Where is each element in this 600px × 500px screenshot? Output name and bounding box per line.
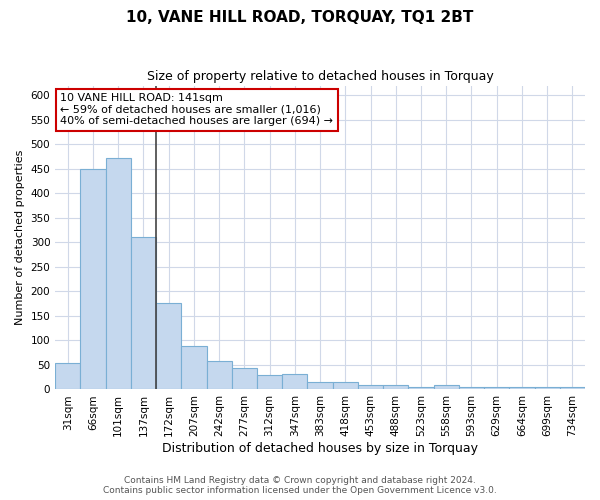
Bar bbox=[80, 169, 106, 390]
Bar bbox=[282, 374, 307, 390]
Bar bbox=[484, 388, 509, 390]
Bar bbox=[232, 368, 257, 390]
Bar bbox=[106, 158, 131, 390]
Bar bbox=[307, 382, 332, 390]
Bar bbox=[358, 384, 383, 390]
Bar bbox=[409, 386, 434, 390]
Bar bbox=[434, 385, 459, 390]
Text: 10, VANE HILL ROAD, TORQUAY, TQ1 2BT: 10, VANE HILL ROAD, TORQUAY, TQ1 2BT bbox=[127, 10, 473, 25]
Bar bbox=[535, 388, 560, 390]
Y-axis label: Number of detached properties: Number of detached properties bbox=[15, 150, 25, 325]
Bar bbox=[332, 382, 358, 390]
Bar bbox=[131, 237, 156, 390]
Bar bbox=[55, 363, 80, 390]
Text: Contains HM Land Registry data © Crown copyright and database right 2024.
Contai: Contains HM Land Registry data © Crown c… bbox=[103, 476, 497, 495]
Text: 10 VANE HILL ROAD: 141sqm
← 59% of detached houses are smaller (1,016)
40% of se: 10 VANE HILL ROAD: 141sqm ← 59% of detac… bbox=[61, 93, 334, 126]
Bar bbox=[257, 375, 282, 390]
Title: Size of property relative to detached houses in Torquay: Size of property relative to detached ho… bbox=[147, 70, 493, 83]
Bar bbox=[459, 388, 484, 390]
Bar bbox=[206, 361, 232, 390]
Bar bbox=[509, 388, 535, 390]
Bar bbox=[383, 384, 409, 390]
Bar bbox=[156, 302, 181, 390]
X-axis label: Distribution of detached houses by size in Torquay: Distribution of detached houses by size … bbox=[162, 442, 478, 455]
Bar bbox=[560, 387, 585, 390]
Bar bbox=[181, 346, 206, 390]
